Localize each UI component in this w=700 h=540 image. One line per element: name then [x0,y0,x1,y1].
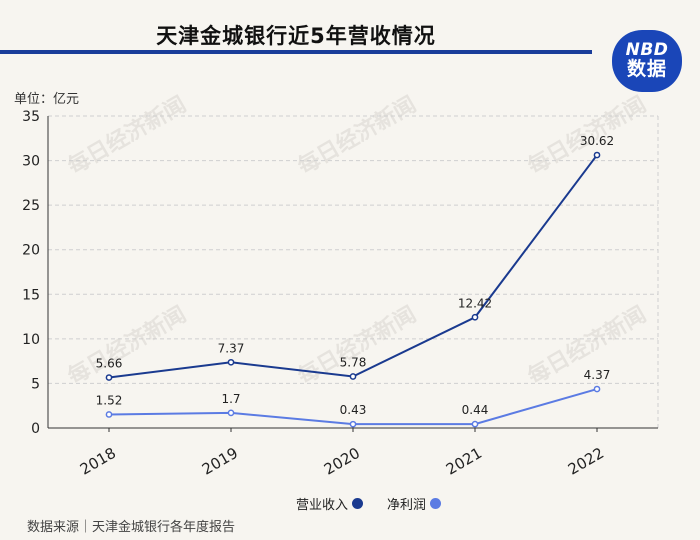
revenue-point [227,358,235,366]
profit-point [349,420,357,428]
profit-point [471,420,479,428]
revenue-data-label: 7.37 [218,341,245,355]
profit-point [105,411,113,418]
profit-data-label: 1.7 [221,392,240,406]
profit-data-label: 0.43 [340,403,367,417]
logo-text-line1: NBD [625,40,669,61]
logo-text-line2: 数据 [626,57,667,80]
revenue-data-label: 12.42 [458,296,492,310]
source-note: 数据来源｜天津金城银行各年度报告 [27,520,236,535]
legend-marker-revenue [352,498,364,509]
legend-label-revenue: 营业收入 [296,498,349,513]
y-tick-label: 20 [22,243,40,259]
y-tick-label: 25 [22,198,40,214]
legend: 营业收入 净利润 [296,494,457,513]
revenue-data-label: 5.66 [96,357,123,371]
profit-data-label: 1.52 [96,393,123,407]
y-tick-label: 30 [22,154,40,170]
revenue-line [108,154,598,379]
revenue-point [349,373,357,380]
legend-label-profit: 净利润 [387,498,427,513]
unit-label: 单位：亿元 [14,92,80,107]
profit-point [593,385,601,393]
chart-title: 天津金城银行近5年营收情况 [156,24,436,48]
legend-marker-profit [430,498,442,509]
x-tick-label: 2018 [77,444,119,479]
y-tick-label: 35 [22,109,40,125]
y-tick-label: 10 [22,332,40,348]
revenue-point [471,313,479,321]
legend-item-revenue: 营业收入 [296,494,364,513]
y-tick-label: 0 [31,421,40,437]
nbd-logo: NBD 数据 [612,30,682,92]
y-tick-label: 15 [22,287,40,303]
title-bar: 天津金城银行近5年营收情况 [0,20,592,54]
profit-data-label: 0.44 [462,403,489,417]
x-tick-label: 2019 [199,444,241,479]
profit-point [227,409,235,417]
revenue-point [593,151,601,159]
x-tick-label: 2022 [565,444,607,479]
x-tick-label: 2021 [443,444,485,479]
revenue-data-label: 30.62 [580,134,614,148]
revenue-point [105,374,113,381]
x-tick-label: 2020 [321,444,363,479]
legend-item-profit: 净利润 [387,494,442,513]
profit-data-label: 4.37 [584,368,611,382]
revenue-data-label: 5.78 [340,355,367,369]
y-tick-label: 5 [31,376,40,392]
